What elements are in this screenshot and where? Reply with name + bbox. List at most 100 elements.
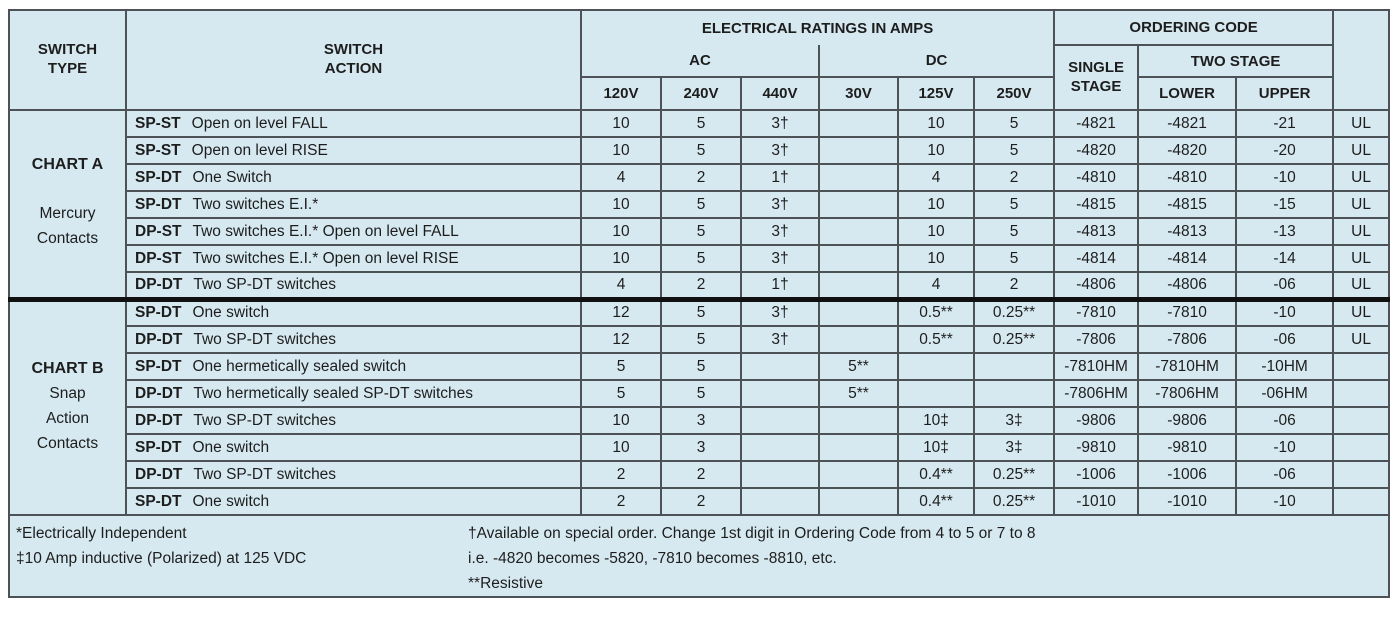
code-single-cell: -4806 [1053,271,1140,300]
code-single-cell: -7810 [1053,296,1140,327]
switch-code: DP-DT [135,465,183,483]
header-upper: UPPER [1235,76,1335,111]
code-upper-cell: -06 [1235,406,1335,435]
header-ul-blank [1332,9,1391,111]
header-dc: DC [817,45,1056,78]
rating-cell: 5 [660,244,742,273]
rating-cell: 10 [897,136,975,165]
rating-cell: 5 [972,244,1056,273]
rating-cell [897,379,975,408]
rating-cell: 0.25** [972,487,1056,516]
switch-code: SP-ST [135,114,181,132]
rating-cell: 5 [660,109,742,138]
rating-cell: 10 [580,244,662,273]
header-volt-120v: 120V [580,76,662,111]
code-single-cell: -4810 [1053,163,1140,192]
rating-cell: 10 [897,217,975,246]
switch-code: SP-DT [135,168,182,186]
rating-cell: 5 [580,379,662,408]
rating-cell: 2 [580,487,662,516]
switch-code: DP-DT [135,275,183,293]
rating-cell: 5 [972,190,1056,219]
switch-code: DP-DT [135,384,183,402]
rating-cell [818,487,899,516]
table-row: SP-DT One Switch 4 2 1† 4 2 -4810 -4810 -… [9,163,1391,192]
rating-cell: 3‡ [972,433,1056,462]
table-row: DP-ST Two switches E.I.* Open on level FA… [9,217,1391,246]
footnote-line: †Available on special order. Change 1st … [468,525,1036,542]
switch-desc: Two switches E.I.* [192,195,319,213]
rating-cell: 1† [740,163,820,192]
switch-code: SP-DT [135,492,182,510]
switch-code: DP-ST [135,222,182,240]
code-upper-cell: -06 [1235,460,1335,489]
footnotes-right: †Available on special order. Change 1st … [468,521,1387,595]
switch-desc: One hermetically sealed switch [192,357,407,375]
switch-action-cell: DP-DT Two SP-DT switches [125,271,582,300]
ul-cell: UL [1332,296,1391,327]
rating-cell: 0.4** [897,460,975,489]
code-single-cell: -7806 [1053,325,1140,354]
rating-cell: 10 [580,190,662,219]
datasheet: SWITCH TYPE SWITCH ACTION ELECTRICAL RAT… [7,9,1391,598]
switch-action-cell: SP-DT One switch [125,487,582,516]
code-upper-cell: -14 [1235,244,1335,273]
header-ac: AC [580,45,820,78]
ul-cell [1332,379,1391,408]
switch-action-cell: SP-ST Open on level RISE [125,136,582,165]
switch-desc: Two hermetically sealed SP-DT switches [193,384,474,402]
rating-cell [818,136,899,165]
rating-cell: 3† [740,136,820,165]
code-lower-cell: -4810 [1137,163,1238,192]
rating-cell: 12 [580,296,662,327]
switch-code: SP-ST [135,141,181,159]
switch-ratings-table: SWITCH TYPE SWITCH ACTION ELECTRICAL RAT… [7,9,1391,598]
rating-cell: 3 [660,433,742,462]
switch-action-cell: DP-DT Two SP-DT switches [125,325,582,354]
header-lower: LOWER [1137,76,1238,111]
ul-cell: UL [1332,325,1391,354]
header-two-stage: TWO STAGE [1137,44,1335,78]
rating-cell: 5 [580,352,662,381]
rating-cell: 3† [740,190,820,219]
switch-action-cell: SP-DT One switch [125,433,582,462]
header-row-1: SWITCH TYPE SWITCH ACTION ELECTRICAL RAT… [8,9,1391,111]
rating-cell [740,379,820,408]
table-row: DP-ST Two switches E.I.* Open on level RI… [9,244,1391,273]
rating-cell [818,217,899,246]
code-lower-cell: -9810 [1137,433,1238,462]
rating-cell [818,271,899,300]
code-lower-cell: -1010 [1137,487,1238,516]
header-volt-30v: 30V [818,76,899,111]
table-row: DP-DT Two SP-DT switches 12 5 3† 0.5** 0.… [9,325,1391,354]
rating-cell: 4 [897,271,975,300]
code-single-cell: -7806HM [1053,379,1140,408]
ul-cell: UL [1332,271,1391,300]
rating-cell: 5** [818,379,899,408]
rating-cell [818,406,899,435]
rating-cell: 2 [580,460,662,489]
switch-desc: One switch [192,304,270,322]
table-row: DP-DT Two SP-DT switches 2 2 0.4** 0.25**… [9,460,1391,489]
table-row: SP-ST Open on level RISE 10 5 3† 10 5 -48… [9,136,1391,165]
rating-cell: 5 [972,136,1056,165]
ul-cell [1332,406,1391,435]
rating-cell [818,109,899,138]
footnotes: *Electrically Independent ‡10 Amp induct… [7,514,1391,598]
switch-code: DP-ST [135,249,182,267]
rating-cell: 5 [972,217,1056,246]
rating-cell [818,163,899,192]
rating-cell: 10‡ [897,433,975,462]
table-row: DP-DT Two SP-DT switches 10 3 10‡ 3‡ -980… [9,406,1391,435]
switch-desc: Two switches E.I.* Open on level FALL [192,222,459,240]
code-single-cell: -1010 [1053,487,1140,516]
table-row: CHART B Snap Action Contacts SP-DT One sw… [8,296,1391,516]
header-ordering-code: ORDERING CODE [1053,9,1335,46]
code-upper-cell: -20 [1235,136,1335,165]
code-lower-cell: -4815 [1137,190,1238,219]
code-lower-cell: -9806 [1137,406,1238,435]
rating-cell: 5 [660,379,742,408]
code-upper-cell: -13 [1235,217,1335,246]
switch-code: SP-DT [135,438,182,456]
footnotes-left: *Electrically Independent ‡10 Amp induct… [16,521,468,595]
